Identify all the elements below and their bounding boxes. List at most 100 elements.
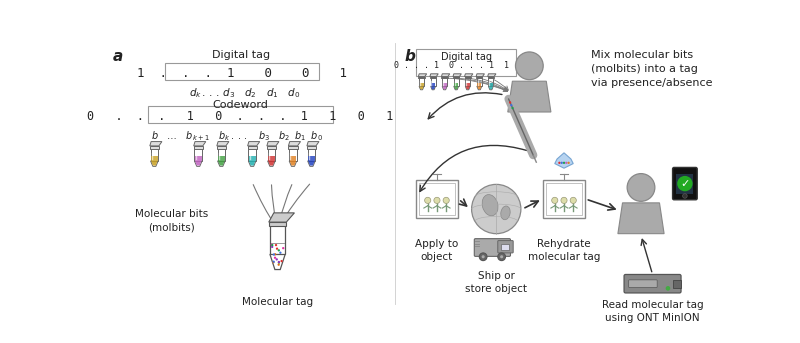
FancyBboxPatch shape: [431, 83, 435, 86]
Polygon shape: [268, 161, 274, 166]
FancyBboxPatch shape: [218, 146, 225, 161]
Polygon shape: [454, 86, 458, 89]
FancyBboxPatch shape: [489, 83, 493, 86]
FancyBboxPatch shape: [289, 146, 297, 161]
Text: 1  .  .  .  1    0    0    1: 1 . . . 1 0 0 1: [137, 67, 347, 80]
FancyBboxPatch shape: [194, 146, 202, 149]
FancyBboxPatch shape: [629, 280, 657, 287]
Circle shape: [510, 104, 513, 106]
FancyBboxPatch shape: [218, 156, 225, 161]
Polygon shape: [307, 142, 319, 146]
FancyBboxPatch shape: [430, 76, 436, 78]
Circle shape: [278, 261, 280, 264]
Circle shape: [482, 255, 485, 258]
Polygon shape: [289, 142, 301, 146]
Polygon shape: [308, 161, 315, 166]
FancyBboxPatch shape: [476, 76, 482, 78]
Circle shape: [570, 197, 576, 203]
Circle shape: [425, 197, 430, 203]
FancyBboxPatch shape: [289, 146, 298, 149]
Text: Ship or
store object: Ship or store object: [466, 271, 527, 294]
FancyBboxPatch shape: [195, 156, 202, 161]
Text: ✓: ✓: [680, 179, 690, 189]
FancyBboxPatch shape: [290, 156, 296, 161]
Polygon shape: [150, 142, 162, 146]
Text: Digital tag: Digital tag: [441, 52, 492, 62]
FancyBboxPatch shape: [194, 146, 202, 161]
Polygon shape: [618, 203, 664, 234]
FancyBboxPatch shape: [308, 146, 315, 161]
Circle shape: [666, 286, 670, 291]
Circle shape: [627, 174, 655, 201]
Circle shape: [443, 197, 450, 203]
Text: Molecular bits
(molbits): Molecular bits (molbits): [134, 209, 208, 232]
Circle shape: [282, 247, 284, 249]
Polygon shape: [430, 86, 435, 90]
Polygon shape: [195, 161, 202, 166]
FancyBboxPatch shape: [478, 83, 482, 86]
FancyBboxPatch shape: [454, 76, 458, 86]
Text: $d_k\,.\,.\,.\,d_3\quad d_2\quad d_1\quad d_0$: $d_k\,.\,.\,.\,d_3\quad d_2\quad d_1\qua…: [189, 86, 300, 99]
FancyBboxPatch shape: [165, 63, 319, 80]
FancyBboxPatch shape: [307, 146, 316, 149]
FancyBboxPatch shape: [543, 180, 585, 218]
Polygon shape: [150, 161, 158, 166]
Circle shape: [273, 253, 275, 256]
FancyBboxPatch shape: [673, 167, 698, 200]
Polygon shape: [489, 86, 494, 90]
FancyBboxPatch shape: [148, 106, 333, 123]
FancyBboxPatch shape: [248, 146, 257, 149]
Text: Rehydrate
molecular tag: Rehydrate molecular tag: [528, 239, 600, 262]
FancyBboxPatch shape: [546, 183, 582, 215]
Polygon shape: [268, 161, 275, 166]
Polygon shape: [267, 142, 279, 146]
Polygon shape: [290, 161, 296, 166]
FancyBboxPatch shape: [466, 83, 470, 86]
Polygon shape: [554, 153, 574, 168]
FancyBboxPatch shape: [498, 240, 513, 253]
Circle shape: [561, 162, 563, 164]
Circle shape: [682, 193, 687, 198]
Polygon shape: [308, 161, 314, 166]
FancyBboxPatch shape: [674, 280, 681, 287]
Polygon shape: [478, 86, 482, 89]
FancyBboxPatch shape: [474, 239, 510, 256]
FancyBboxPatch shape: [488, 76, 494, 78]
Polygon shape: [418, 74, 426, 76]
Circle shape: [278, 249, 280, 251]
Text: Mix molecular bits
(molbits) into a tag
via presence/absence: Mix molecular bits (molbits) into a tag …: [591, 50, 713, 88]
FancyBboxPatch shape: [442, 76, 448, 78]
Circle shape: [271, 246, 274, 248]
Polygon shape: [218, 161, 225, 166]
Polygon shape: [454, 86, 458, 90]
Circle shape: [498, 253, 506, 261]
Circle shape: [472, 185, 521, 234]
FancyBboxPatch shape: [418, 76, 425, 78]
Polygon shape: [430, 74, 438, 76]
Circle shape: [275, 244, 277, 246]
FancyBboxPatch shape: [677, 174, 694, 194]
Circle shape: [279, 251, 282, 254]
Text: 0   .  .  .   1   0  .  .  .  1   1   0   1: 0 . . . 1 0 . . . 1 1 0 1: [87, 110, 394, 123]
FancyBboxPatch shape: [269, 222, 286, 226]
FancyBboxPatch shape: [268, 156, 274, 161]
Polygon shape: [488, 74, 496, 76]
FancyBboxPatch shape: [248, 146, 256, 161]
Circle shape: [278, 263, 280, 266]
Polygon shape: [289, 161, 297, 166]
Circle shape: [511, 107, 514, 109]
Polygon shape: [270, 254, 285, 270]
Circle shape: [276, 248, 278, 250]
Polygon shape: [151, 161, 158, 166]
Polygon shape: [419, 86, 424, 90]
FancyBboxPatch shape: [419, 183, 455, 215]
Text: Read molecular tag
using ONT MinION: Read molecular tag using ONT MinION: [602, 300, 703, 323]
Ellipse shape: [501, 206, 510, 220]
Text: $b\quad\ldots\quad b_{k+1}\quad b_k\,.\,.\,.\quad b_3\quad b_2\;\;b_1\;\;b_0$: $b\quad\ldots\quad b_{k+1}\quad b_k\,.\,…: [150, 129, 322, 143]
FancyBboxPatch shape: [442, 76, 447, 86]
Circle shape: [677, 176, 693, 191]
Circle shape: [278, 261, 280, 263]
Text: b: b: [405, 49, 415, 64]
FancyBboxPatch shape: [477, 76, 482, 86]
Circle shape: [500, 255, 503, 258]
